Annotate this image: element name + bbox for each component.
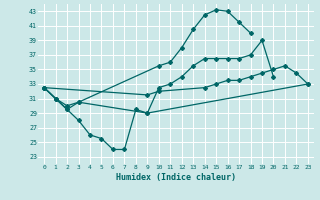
X-axis label: Humidex (Indice chaleur): Humidex (Indice chaleur) <box>116 173 236 182</box>
